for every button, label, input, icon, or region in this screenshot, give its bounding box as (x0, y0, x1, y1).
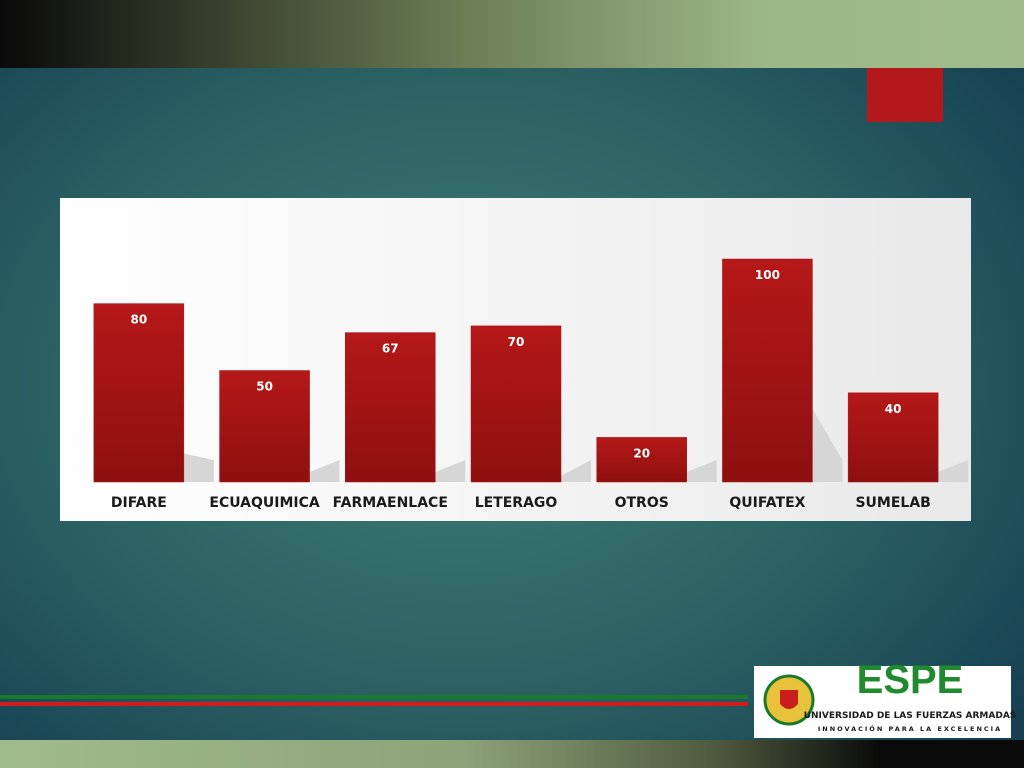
bar-shadow (812, 409, 843, 482)
red-square (867, 68, 943, 122)
bar (219, 370, 310, 483)
value-label: 80 (131, 313, 148, 327)
x-tick-label: ECUAQUIMICA (209, 495, 320, 511)
logo-subtitle: UNIVERSIDAD DE LAS FUERZAS ARMADAS (804, 711, 1017, 721)
bar-shadow (309, 460, 340, 482)
bar (847, 392, 939, 483)
bottom-band (0, 740, 1024, 768)
logo-name: ESPE (857, 658, 964, 702)
bar-shadow (686, 460, 717, 482)
logo: ESPE UNIVERSIDAD DE LAS FUERZAS ARMADAS … (754, 658, 1016, 738)
x-tick-label: OTROS (615, 495, 669, 511)
value-label: 67 (382, 342, 399, 356)
bar-shadow (938, 460, 969, 482)
bar (345, 332, 436, 483)
bar-shadow (561, 460, 591, 482)
x-tick-label: FARMAENLACE (333, 495, 448, 511)
value-label: 40 (885, 402, 902, 416)
chart: 80 DIFARE 50 ECUAQUIMICA 67 FARMAENLACE 70 LETE… (93, 258, 969, 511)
logo-shield (780, 690, 798, 709)
bar (722, 258, 813, 483)
bar-shadow (183, 453, 214, 482)
value-label: 100 (755, 268, 780, 282)
bar (93, 303, 185, 483)
x-tick-label: DIFARE (111, 495, 167, 511)
bar (470, 325, 562, 483)
x-tick-label: LETERAGO (475, 495, 558, 511)
logo-motto: INNOVACIÓN PARA LA EXCELENCIA (818, 724, 1002, 733)
value-label: 50 (256, 380, 273, 394)
bar-shadow (435, 460, 466, 482)
top-band (0, 0, 1024, 68)
bar (596, 437, 687, 483)
x-tick-label: SUMELAB (855, 495, 930, 511)
red-line (0, 702, 748, 706)
green-line (0, 695, 748, 699)
value-label: 70 (508, 335, 525, 349)
x-tick-label: QUIFATEX (729, 495, 805, 511)
value-label: 20 (633, 446, 650, 460)
